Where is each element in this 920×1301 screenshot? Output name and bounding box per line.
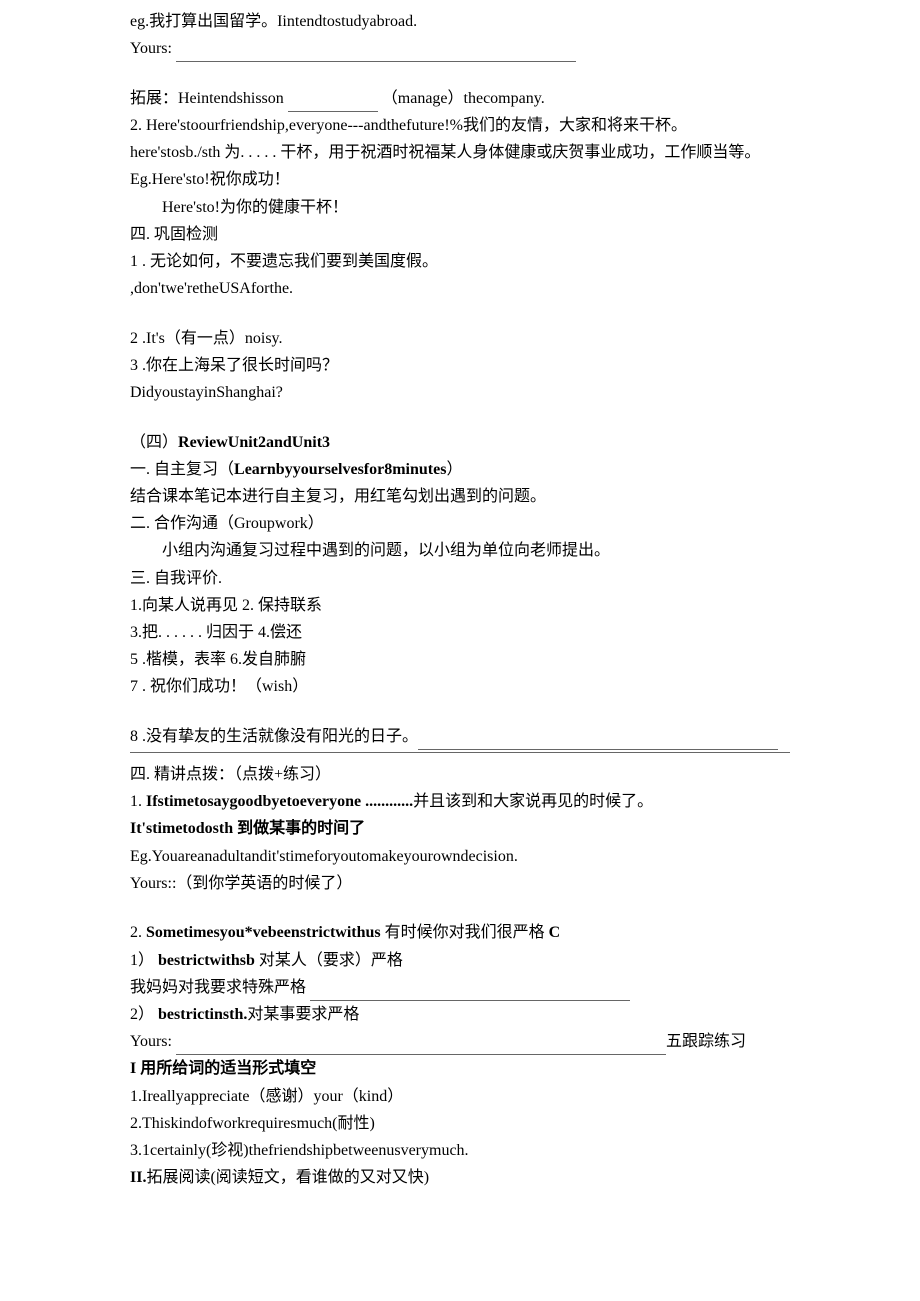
paragraph-xiaozu: 小组内沟通复习过程中遇到的问题，以小组为单位向老师提出。 — [130, 537, 790, 564]
paragraph-q2: 2 .It's（有一点）noisy. — [130, 325, 790, 352]
bold-text: I 用所给词的适当形式填空 — [130, 1060, 316, 1077]
text-part: 1. — [130, 793, 146, 810]
paragraph-yours3: Yours: 五跟踪练习 — [130, 1028, 790, 1055]
text-part: 我妈妈对我要求特殊严格 — [130, 979, 310, 996]
text-part: 并且该到和大家说再见的时候了。 — [413, 793, 653, 810]
paragraph-yours2: Yours::（到你学英语的时候了） — [130, 870, 790, 897]
heading-sub3: 三. 自我评价. — [130, 565, 790, 592]
text-part: （manage）thecompany. — [378, 90, 545, 107]
paragraph-vocab1: 1.向某人说再见 2. 保持联系 — [130, 592, 790, 619]
text-part: 2） — [130, 1006, 158, 1023]
text-part: 8 .没有挚友的生活就像没有阳光的日子。 — [130, 728, 418, 745]
paragraph-strict1: 1） bestrictwithsb 对某人（要求）严格 — [130, 947, 790, 974]
paragraph-ex3: 3.1certainly(珍视)thefriendshipbetweenusve… — [130, 1137, 790, 1164]
paragraph-vocab4: 7 . 祝你们成功！（wish） — [130, 673, 790, 700]
text-part: ） — [446, 461, 462, 478]
paragraph-q1: 1 . 无论如何，不要遗忘我们要到美国度假。 — [130, 248, 790, 275]
paragraph-q1-en: ,don'twe'retheUSAforthe. — [130, 275, 790, 302]
heading-section4: 四. 巩固检测 — [130, 221, 790, 248]
heading-sub1: 一. 自主复习（Learnbyyourselvesfor8minutes） — [130, 456, 790, 483]
divider-line — [130, 752, 790, 753]
bold-text: Learnbyyourselvesfor8minutes — [234, 461, 446, 478]
paragraph-yours1: Yours: — [130, 35, 790, 62]
bold-text: It'stimetodosth 到做某事的时间了 — [130, 820, 365, 837]
text-part: Yours: — [130, 1033, 176, 1050]
heading-sub2: 二. 合作沟通（Groupwork） — [130, 510, 790, 537]
text-part: 2. — [130, 924, 146, 941]
bold-text: bestrictwithsb — [158, 952, 255, 969]
paragraph-itstime: It'stimetodosth 到做某事的时间了 — [130, 815, 790, 842]
paragraph-eg-adult: Eg.Youareanadultandit'stimeforyoutomakey… — [130, 843, 790, 870]
bold-text: bestrictinsth. — [158, 1006, 247, 1023]
paragraph-part2: II.拓展阅读(阅读短文，看谁做的又对又快) — [130, 1164, 790, 1191]
paragraph-jj2: 2. Sometimesyou*vebeenstrictwithus 有时候你对… — [130, 919, 790, 946]
paragraph-part1: I 用所给词的适当形式填空 — [130, 1055, 790, 1082]
bold-text: Ifstimetosaygoodbyetoeveryone ..........… — [146, 793, 413, 810]
paragraph-ex2: 2.Thiskindofworkrequiresmuch(耐性) — [130, 1110, 790, 1137]
paragraph-jj1: 1. Ifstimetosaygoodbyetoeveryone .......… — [130, 788, 790, 815]
paragraph-mom: 我妈妈对我要求特殊严格 — [130, 974, 790, 1001]
heading-part4: （四）ReviewUnit2andUnit3 — [130, 429, 790, 456]
bold-text: Sometimesyou*vebeenstrictwithus — [146, 924, 381, 941]
text-part: （四） — [130, 434, 178, 451]
paragraph-item2: 2. Here'stoourfriendship,everyone---andt… — [130, 112, 790, 139]
yours-label: Yours: — [130, 40, 176, 57]
paragraph-q3: 3 .你在上海呆了很长时间吗？ — [130, 352, 790, 379]
paragraph-eg1: eg.我打算出国留学。Iintendtostudyabroad. — [130, 8, 790, 35]
paragraph-vocab3: 5 .楷模，表率 6.发自肺腑 — [130, 646, 790, 673]
text-part: 对某事要求严格 — [247, 1006, 359, 1023]
blank-line — [176, 61, 576, 62]
paragraph-tuozhan: 拓展：Heintendshisson （manage）thecompany. — [130, 85, 790, 112]
paragraph-vocab5: 8 .没有挚友的生活就像没有阳光的日子。 — [130, 723, 790, 750]
bold-text: ReviewUnit2andUnit3 — [178, 434, 330, 451]
text-part: 拓展阅读(阅读短文，看谁做的又对又快) — [146, 1169, 429, 1186]
text-part: 1） — [130, 952, 158, 969]
bold-text: II. — [130, 1169, 146, 1186]
text-part: 五跟踪练习 — [666, 1033, 746, 1050]
paragraph-strict2: 2） bestrictinsth.对某事要求严格 — [130, 1001, 790, 1028]
paragraph-q3-en: DidyoustayinShanghai? — [130, 379, 790, 406]
paragraph-ex1: 1.Ireallyappreciate（感谢）your（kind） — [130, 1083, 790, 1110]
text-part: 一. 自主复习（ — [130, 461, 234, 478]
text-part: 对某人（要求）严格 — [255, 952, 403, 969]
paragraph-here-to: here'stosb./sth 为. . . . . 干杯，用于祝酒时祝福某人身… — [130, 139, 790, 166]
paragraph-eg-hereto2: Here'sto!为你的健康干杯！ — [130, 194, 790, 221]
text-part: 拓展：Heintendshisson — [130, 90, 288, 107]
bold-text: C — [549, 924, 561, 941]
heading-sub4: 四. 精讲点拨：（点拨+练习） — [130, 761, 790, 788]
text-part: 有时候你对我们很严格 — [381, 924, 549, 941]
blank-line — [418, 749, 778, 750]
paragraph-vocab2: 3.把. . . . . . 归因于 4.偿还 — [130, 619, 790, 646]
paragraph-jiehe: 结合课本笔记本进行自主复习，用红笔勾划出遇到的问题。 — [130, 483, 790, 510]
paragraph-eg-hereto1: Eg.Here'sto!祝你成功！ — [130, 166, 790, 193]
